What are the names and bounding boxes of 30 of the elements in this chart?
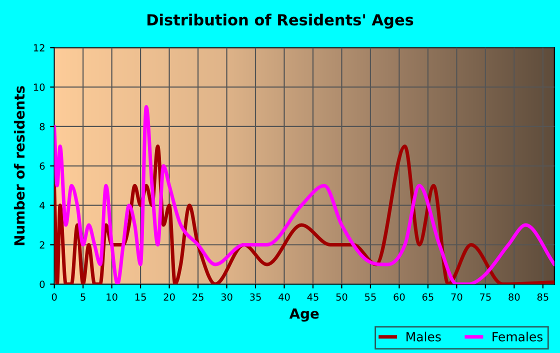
x-tick-label: 75 bbox=[480, 293, 491, 301]
x-tick-label: 35 bbox=[250, 293, 261, 301]
y-tick-label: 10 bbox=[34, 84, 45, 91]
x-tick-label: 60 bbox=[394, 293, 405, 301]
x-tick-label: 10 bbox=[106, 293, 118, 301]
x-tick-label: 55 bbox=[365, 293, 376, 301]
x-tick-label: 20 bbox=[164, 293, 175, 301]
x-tick-label: 50 bbox=[336, 293, 348, 301]
y-tick-label: 8 bbox=[40, 122, 45, 130]
x-tick-label: 40 bbox=[278, 293, 290, 301]
x-tick-label: 45 bbox=[307, 293, 318, 301]
legend-label: Males bbox=[406, 332, 441, 342]
x-tick-label: 80 bbox=[508, 293, 520, 301]
x-tick-label: 65 bbox=[422, 293, 434, 301]
x-tick-label: 5 bbox=[80, 293, 86, 301]
y-tick-label: 4 bbox=[40, 202, 45, 210]
legend-label: Females bbox=[492, 332, 543, 342]
x-tick-label: 85 bbox=[537, 293, 548, 301]
chart-title: Distribution of Residents' Ages bbox=[147, 14, 414, 29]
y-tick-label: 12 bbox=[34, 44, 44, 52]
x-tick-label: 70 bbox=[451, 293, 462, 301]
x-tick-label: 15 bbox=[135, 293, 146, 301]
x-axis-title: Age bbox=[289, 308, 319, 322]
x-tick-label: 25 bbox=[192, 293, 204, 301]
y-tick-label: 2 bbox=[40, 241, 44, 248]
y-tick-label: 0 bbox=[40, 280, 45, 288]
x-tick-label: 0 bbox=[52, 293, 57, 301]
y-tick-label: 6 bbox=[40, 162, 45, 170]
y-axis-title: Number of residents bbox=[14, 86, 25, 246]
x-tick-label: 30 bbox=[221, 293, 232, 301]
